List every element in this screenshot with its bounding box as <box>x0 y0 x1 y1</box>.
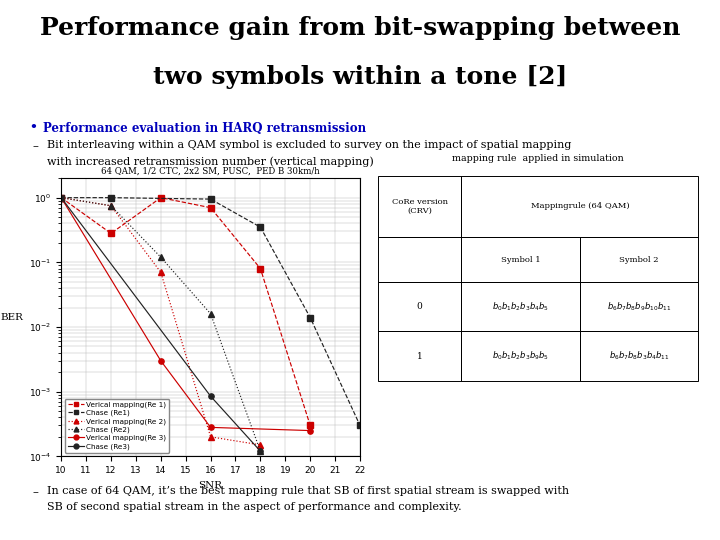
Bar <box>462 237 580 282</box>
Text: $b_0b_1b_2b_3b_9b_5$: $b_0b_1b_2b_3b_9b_5$ <box>492 350 549 362</box>
Text: –: – <box>32 486 38 499</box>
Text: with increased retransmission number (vertical mapping): with increased retransmission number (ve… <box>47 157 374 167</box>
Bar <box>462 176 698 237</box>
Text: Performance gain from bit-swapping between: Performance gain from bit-swapping betwe… <box>40 16 680 40</box>
Text: mapping rule  applied in simulation: mapping rule applied in simulation <box>452 154 624 163</box>
Text: $b_6b_7b_8b_3b_4b_{11}$: $b_6b_7b_8b_3b_4b_{11}$ <box>609 350 670 362</box>
Title: 64 QAM, 1/2 CTC, 2x2 SM, PUSC,  PED B 30km/h: 64 QAM, 1/2 CTC, 2x2 SM, PUSC, PED B 30k… <box>102 167 320 176</box>
Text: –: – <box>32 140 38 153</box>
Bar <box>462 282 580 332</box>
Bar <box>378 332 462 381</box>
Text: 0: 0 <box>417 302 423 312</box>
Bar <box>378 282 462 332</box>
Y-axis label: BER: BER <box>1 313 24 322</box>
Text: In case of 64 QAM, it’s the best mapping rule that SB of first spatial stream is: In case of 64 QAM, it’s the best mapping… <box>47 486 569 496</box>
Legend: Verical mapping(Re 1), Chase (Re1), Verical mapping(Re 2), Chase (Re2), Verical : Verical mapping(Re 1), Chase (Re1), Veri… <box>65 399 169 453</box>
Bar <box>580 332 698 381</box>
Text: •: • <box>29 122 37 134</box>
Bar <box>580 282 698 332</box>
Bar <box>462 332 580 381</box>
Text: SB of second spatial stream in the aspect of performance and complexity.: SB of second spatial stream in the aspec… <box>47 502 462 512</box>
Bar <box>378 176 462 237</box>
Text: CoRe version
(CRV): CoRe version (CRV) <box>392 198 448 215</box>
Text: 1: 1 <box>417 352 423 361</box>
Text: $b_0b_1b_2b_3b_4b_5$: $b_0b_1b_2b_3b_4b_5$ <box>492 301 549 313</box>
Text: Mappingrule (64 QAM): Mappingrule (64 QAM) <box>531 202 629 210</box>
X-axis label: SNR: SNR <box>199 481 222 490</box>
Text: two symbols within a tone [2]: two symbols within a tone [2] <box>153 65 567 89</box>
Text: $b_6b_7b_8b_9b_{10}b_{11}$: $b_6b_7b_8b_9b_{10}b_{11}$ <box>607 301 671 313</box>
Text: Symbol 1: Symbol 1 <box>501 255 541 264</box>
Bar <box>580 237 698 282</box>
Bar <box>378 237 462 282</box>
Text: Bit interleaving within a QAM symbol is excluded to survey on the impact of spat: Bit interleaving within a QAM symbol is … <box>47 140 571 151</box>
Text: Symbol 2: Symbol 2 <box>619 255 659 264</box>
Text: Performance evaluation in HARQ retransmission: Performance evaluation in HARQ retransmi… <box>43 122 366 134</box>
